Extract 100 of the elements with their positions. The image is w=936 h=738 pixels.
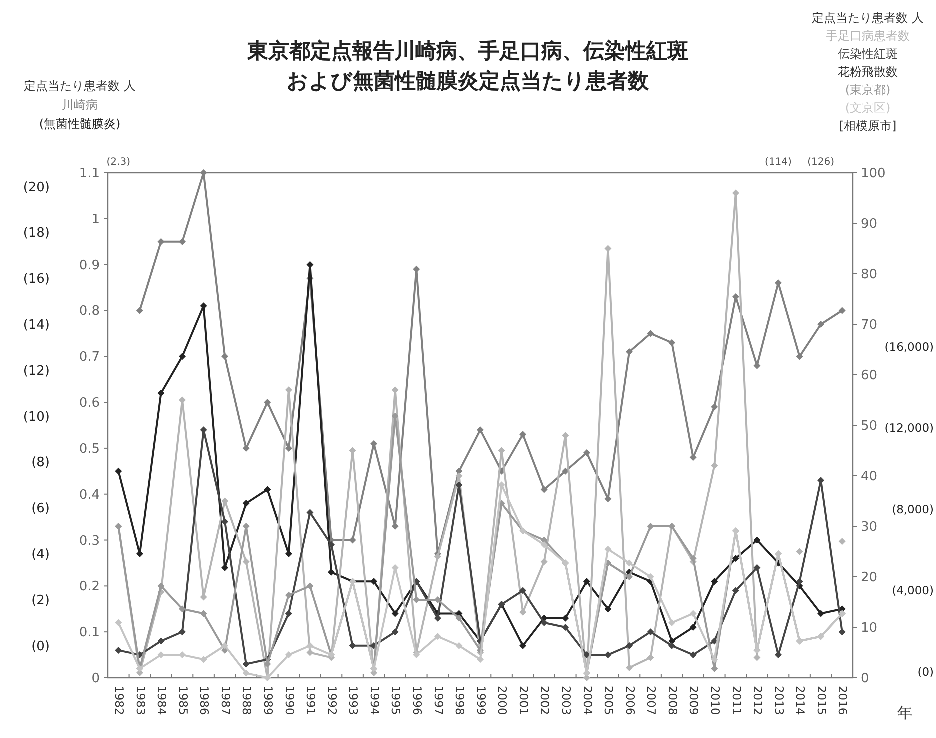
point (540, 558, 548, 566)
point (456, 614, 463, 622)
y-tick-label: 1.1 (79, 166, 100, 182)
y3-tick-label: (16) (23, 272, 50, 288)
x-tick-label: 1984 (155, 686, 170, 716)
point (306, 642, 314, 650)
x-tick-label: 1992 (325, 686, 340, 716)
x-tick-label: 1991 (304, 686, 318, 716)
y2-tick-label: 30 (861, 520, 878, 535)
point (392, 628, 399, 636)
point (647, 330, 654, 338)
point (668, 619, 676, 626)
point (520, 642, 527, 650)
y2-tick-label: 80 (861, 268, 878, 282)
x-tick-label: 2013 (772, 686, 786, 716)
y-tick-label: 0.1 (79, 626, 100, 641)
point (647, 628, 654, 636)
point (285, 610, 292, 618)
point (306, 582, 314, 590)
point (179, 606, 186, 613)
point (456, 642, 463, 650)
x-tick-label: 2000 (496, 686, 510, 716)
x-tick-label: 2009 (687, 686, 702, 716)
text: 川崎病 (62, 98, 98, 112)
x-tick-label: 2002 (538, 686, 552, 716)
point (562, 614, 570, 622)
x-tick-label: 1997 (432, 686, 446, 716)
x-tick-label: 1995 (389, 686, 404, 716)
x-tick-label: 1983 (134, 686, 148, 716)
y3-tick-label: (8) (32, 456, 50, 471)
point (200, 170, 208, 176)
y3-tick-label: (18) (23, 226, 50, 242)
text: (文京区) (845, 101, 891, 115)
point (626, 348, 633, 356)
point (179, 628, 186, 636)
y3-tick-label: (14) (23, 318, 50, 333)
point (796, 353, 804, 360)
point (136, 307, 144, 314)
y-tick-label: 0.8 (79, 304, 100, 320)
y2-tick-label: 90 (861, 217, 878, 232)
x-tick-label: 1999 (474, 686, 488, 716)
chart-title: 東京都定点報告川崎病、手足口病、伝染性紅斑および無菌性髄膜炎定点当たり患者数 (246, 39, 688, 93)
point (242, 500, 250, 508)
text: 定点当たり患者数 人 (24, 79, 136, 93)
y2-tick-label: 40 (861, 470, 878, 484)
point (158, 238, 165, 246)
x-tick-label: 2003 (559, 686, 574, 716)
point (626, 560, 633, 567)
x-tick-label: 2015 (814, 686, 829, 716)
y2-tick-label: 20 (861, 570, 878, 586)
point (626, 664, 633, 672)
y3-tick-label: (20) (23, 180, 50, 196)
point (838, 538, 846, 546)
point (626, 642, 633, 650)
x-tick-label: 2006 (623, 686, 638, 716)
point (264, 486, 272, 494)
point (754, 654, 761, 662)
x-tick-label: 1993 (346, 686, 361, 716)
point (647, 523, 654, 530)
point (690, 610, 697, 618)
point (349, 536, 356, 544)
point (115, 646, 122, 654)
x-tick-label: 1986 (198, 686, 212, 716)
y2-tick-label: 70 (861, 318, 878, 333)
y-tick-label: 0.9 (79, 258, 100, 274)
point (306, 261, 314, 268)
text: 手足口病患者数 (826, 29, 910, 43)
point (413, 652, 420, 659)
y3-tick-label: (2) (32, 593, 50, 608)
point (583, 578, 590, 586)
text: 花粉飛散数 (838, 65, 898, 79)
point (796, 548, 804, 556)
y3-tick-label: (4) (32, 548, 50, 563)
x-tick-label: 2004 (580, 686, 595, 716)
point (115, 619, 122, 626)
x-tick-label: 1987 (218, 686, 233, 716)
point (690, 624, 697, 631)
point (732, 190, 740, 197)
point (604, 245, 612, 252)
point (392, 412, 399, 420)
y-tick-label: 0 (92, 672, 100, 686)
point (158, 582, 165, 590)
point (136, 550, 144, 558)
point (179, 353, 186, 360)
point (328, 568, 335, 576)
x-tick-label: 2014 (794, 686, 808, 716)
point (690, 652, 697, 659)
point (200, 610, 208, 618)
y3-tick-label: (6) (32, 502, 50, 517)
point (818, 610, 825, 618)
point (349, 642, 356, 650)
x-tick-label: 1989 (261, 686, 276, 716)
point (477, 426, 484, 434)
point (242, 660, 250, 668)
x-tick-label: 1990 (282, 686, 297, 716)
point (115, 468, 122, 475)
point (158, 390, 165, 397)
y-tick-label: 0.4 (79, 488, 100, 503)
y2-tick-label: 0 (861, 672, 870, 686)
point (222, 642, 229, 650)
